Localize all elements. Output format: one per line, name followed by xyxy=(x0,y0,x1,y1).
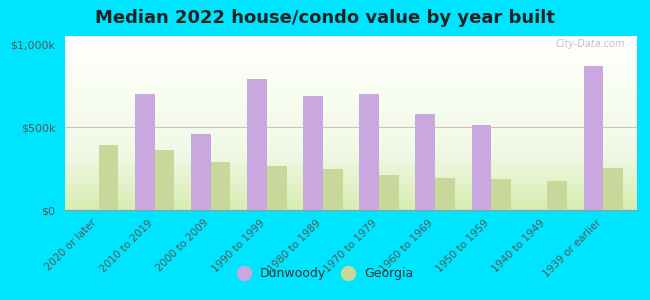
Bar xyxy=(99,146,118,210)
Bar xyxy=(415,114,435,210)
Bar xyxy=(155,150,174,210)
Text: Dunwoody: Dunwoody xyxy=(260,266,326,280)
Bar xyxy=(247,79,267,210)
Bar xyxy=(191,134,211,210)
Point xyxy=(343,271,353,275)
Bar xyxy=(323,169,343,210)
Bar xyxy=(547,181,567,210)
Bar xyxy=(471,125,491,210)
Text: Georgia: Georgia xyxy=(364,266,413,280)
Bar xyxy=(211,162,231,210)
Bar xyxy=(603,168,623,210)
Bar xyxy=(379,175,398,210)
Bar xyxy=(435,178,455,210)
Bar xyxy=(359,94,379,210)
Text: City-Data.com: City-Data.com xyxy=(556,40,625,50)
Bar xyxy=(135,94,155,210)
Point xyxy=(239,271,249,275)
Bar xyxy=(304,96,323,210)
Bar xyxy=(491,179,511,210)
Bar xyxy=(584,66,603,210)
Text: Median 2022 house/condo value by year built: Median 2022 house/condo value by year bu… xyxy=(95,9,555,27)
Bar xyxy=(267,166,287,210)
